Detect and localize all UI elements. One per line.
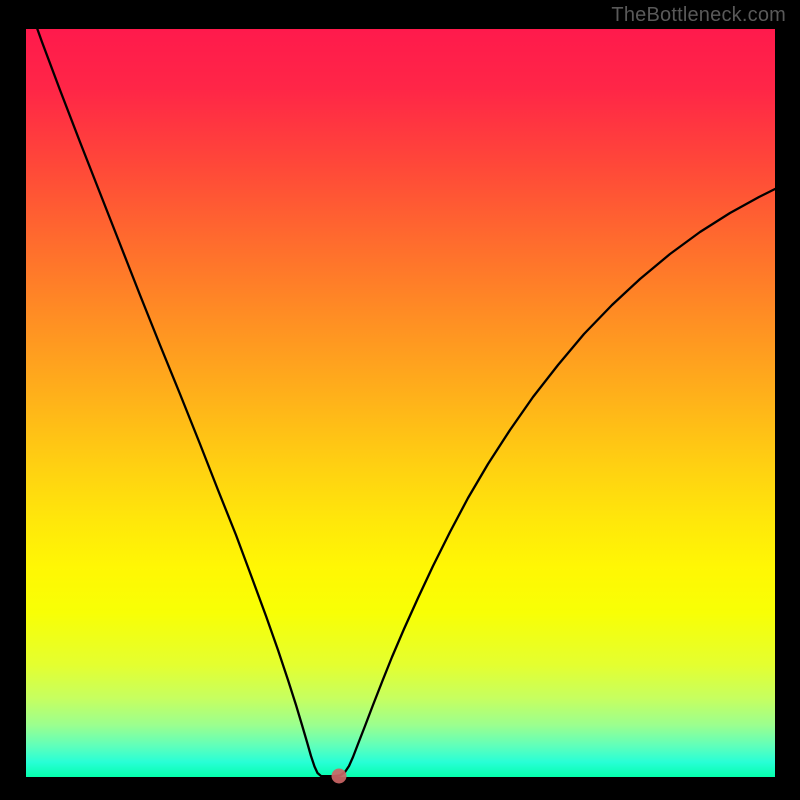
chart-frame: TheBottleneck.com	[0, 0, 800, 800]
plot-area	[26, 29, 775, 777]
bottleneck-curve	[26, 29, 775, 777]
optimal-point-marker	[332, 769, 347, 784]
watermark-text: TheBottleneck.com	[611, 4, 786, 27]
